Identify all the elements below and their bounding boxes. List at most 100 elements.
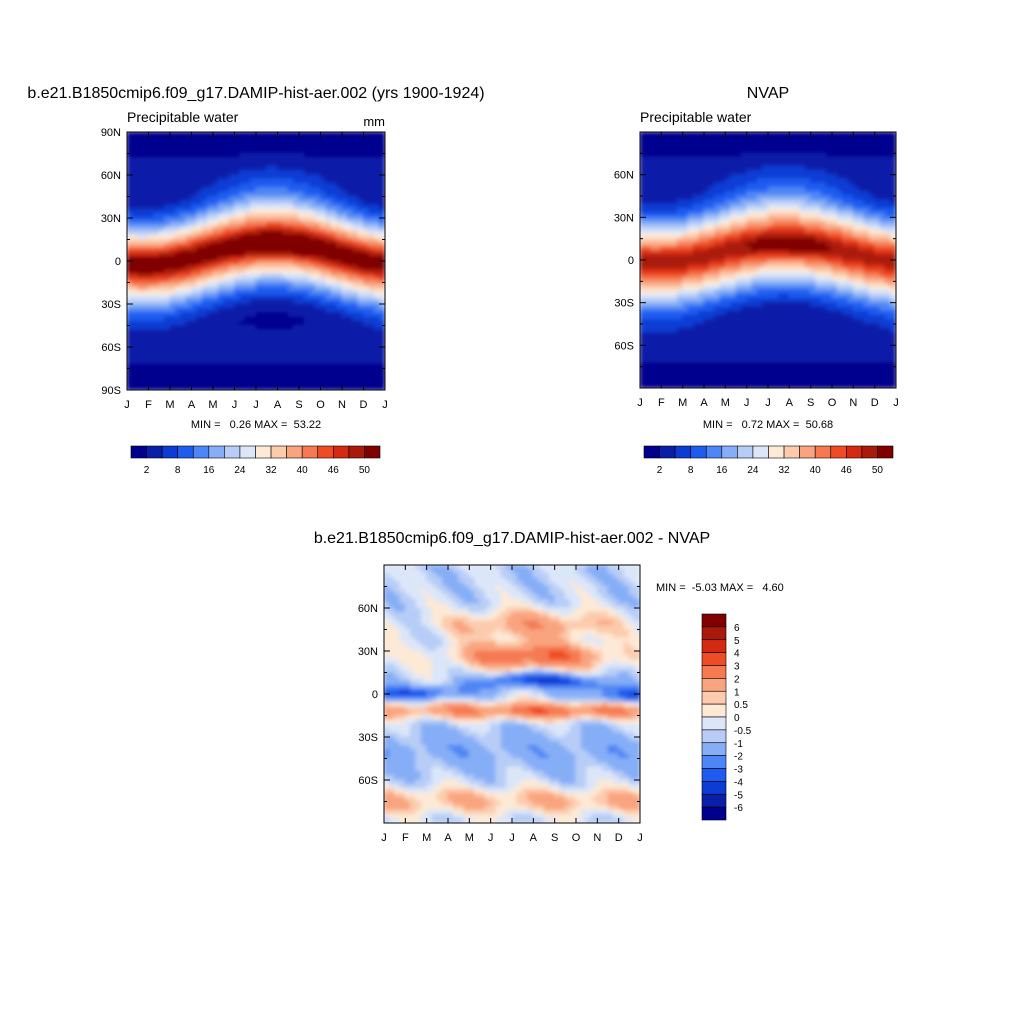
contour-cell: [266, 277, 273, 283]
contour-cell: [363, 140, 370, 146]
contour-cell: [330, 234, 338, 240]
contour-cell: [244, 208, 252, 215]
contour-cell: [815, 174, 822, 180]
contour-cell: [719, 293, 726, 299]
contour-cell: [196, 144, 203, 150]
contour-cell: [644, 306, 652, 312]
contour-cell: [298, 174, 305, 180]
contour-cell: [131, 350, 139, 357]
contour-cell: [858, 280, 865, 287]
contour-cell: [778, 250, 785, 257]
contour-cell: [201, 135, 209, 142]
contour-cell: [341, 208, 348, 215]
contour-cell: [368, 187, 375, 193]
contour-cell: [239, 187, 246, 193]
contour-cell: [164, 132, 171, 137]
contour-cell: [153, 217, 160, 223]
contour-cell: [309, 368, 316, 374]
contour-cell: [250, 290, 257, 296]
contour-cell: [330, 239, 338, 245]
contour-cell: [298, 251, 305, 258]
contour-cell: [309, 333, 316, 339]
contour-cell: [174, 320, 182, 326]
contour-cell: [142, 157, 149, 163]
contour-cell: [804, 242, 812, 248]
contour-cell: [799, 246, 806, 252]
contour-cell: [820, 276, 828, 282]
contour-cell: [799, 221, 806, 227]
contour-cell: [660, 246, 668, 252]
contour-cell: [325, 368, 332, 374]
contour-cell: [207, 277, 214, 283]
contour-cell: [298, 161, 305, 167]
contour-cell: [740, 157, 748, 163]
contour-cell: [174, 174, 182, 180]
contour-cell: [244, 239, 252, 245]
contour-cell: [309, 316, 316, 322]
contour-cell: [778, 306, 785, 312]
contour-cell: [298, 256, 305, 262]
contour-cell: [191, 282, 198, 288]
contour-cell: [644, 259, 652, 265]
contour-cell: [879, 212, 886, 218]
contour-cell: [368, 325, 375, 331]
contour-cell: [708, 255, 716, 261]
contour-cell: [271, 165, 278, 172]
contour-cell: [357, 316, 364, 322]
contour-cell: [863, 169, 870, 176]
contour-cell: [836, 204, 844, 210]
contour-cell: [158, 307, 166, 314]
contour-cell: [185, 299, 192, 305]
contour-cell: [223, 132, 230, 137]
contour-cell: [201, 264, 209, 271]
contour-cell: [314, 337, 321, 344]
contour-cell: [804, 178, 812, 184]
contour-cell: [698, 238, 705, 244]
contour-cell: [740, 208, 748, 214]
contour-cell: [682, 276, 689, 282]
contour-cell: [287, 247, 295, 253]
contour-cell: [169, 217, 176, 223]
contour-cell: [703, 148, 710, 154]
contour-cell: [847, 272, 854, 278]
contour-cell: [884, 242, 892, 248]
contour-cell: [655, 297, 662, 304]
contour-cell: [740, 204, 748, 210]
contour-cell: [164, 286, 171, 292]
contour-cell: [158, 153, 166, 159]
contour-cell: [379, 200, 385, 206]
contour-cell: [320, 325, 327, 331]
contour-cell: [287, 161, 295, 167]
contour-cell: [131, 191, 139, 197]
contour-cell: [266, 316, 273, 322]
contour-cell: [180, 385, 187, 390]
contour-cell: [336, 161, 343, 167]
contour-cell: [314, 256, 321, 262]
contour-cell: [330, 183, 338, 189]
contour-cell: [341, 191, 348, 197]
contour-cell: [303, 312, 311, 318]
contour-cell: [260, 140, 268, 146]
contour-cell: [201, 132, 209, 137]
contour-cell: [815, 268, 822, 274]
contour-cell: [708, 268, 716, 274]
contour-cell: [692, 186, 700, 193]
colorbar-swatch: [317, 445, 334, 459]
contour-cell: [180, 299, 187, 305]
contour-cell: [303, 329, 311, 335]
contour-cell: [330, 230, 338, 236]
contour-cell: [756, 246, 764, 252]
contour-cell: [874, 255, 881, 261]
contour-cell: [868, 255, 876, 261]
contour-cell: [148, 307, 155, 314]
contour-cell: [223, 144, 230, 150]
contour-cell: [650, 152, 657, 159]
contour-cell: [303, 161, 311, 167]
contour-cell: [863, 263, 870, 270]
contour-cell: [730, 246, 737, 252]
contour-cell: [783, 140, 790, 146]
contour-cell: [810, 169, 817, 176]
contour-cell: [363, 372, 370, 378]
contour-cell: [708, 157, 716, 163]
contour-cell: [703, 161, 710, 167]
